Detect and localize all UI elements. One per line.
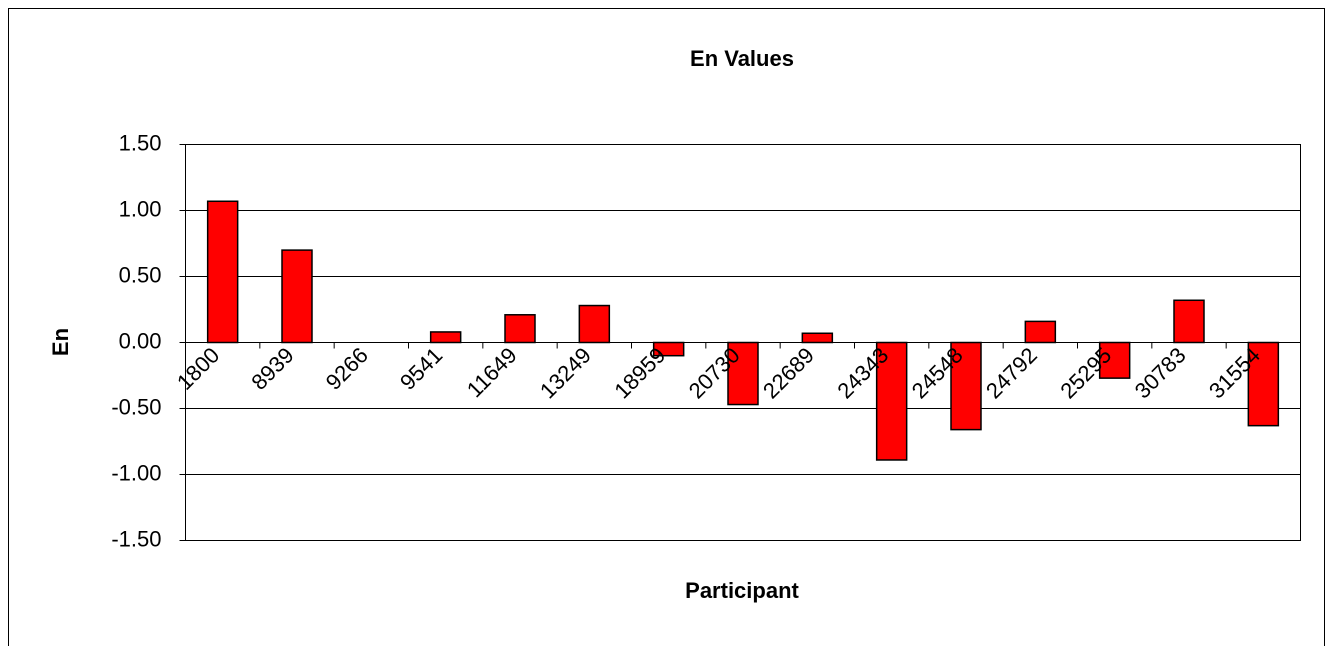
y-tick-label: -1.50 xyxy=(111,526,161,551)
bar xyxy=(578,304,611,344)
y-tick-label: 0.00 xyxy=(119,328,162,353)
y-tick-label: 1.00 xyxy=(119,196,162,221)
bar xyxy=(1173,299,1205,344)
y-tick-label: -0.50 xyxy=(111,394,161,419)
bar xyxy=(1024,320,1057,344)
bar xyxy=(950,341,982,431)
bar xyxy=(206,200,239,344)
bar xyxy=(281,249,313,344)
y-tick-label: 0.50 xyxy=(119,262,162,287)
y-tick-label: 1.50 xyxy=(119,130,162,155)
x-axis-label: Participant xyxy=(685,578,799,603)
bar xyxy=(1247,341,1280,427)
bar xyxy=(652,341,685,357)
chart-border xyxy=(8,8,1325,651)
y-tick-label: -1.00 xyxy=(111,460,161,485)
bar xyxy=(429,331,462,344)
bar xyxy=(801,332,834,344)
bar xyxy=(1098,341,1131,379)
chart-title: En Values xyxy=(690,46,794,71)
bar xyxy=(875,341,908,461)
bar xyxy=(727,341,759,406)
bar xyxy=(504,314,536,344)
y-axis-label: En xyxy=(48,328,73,356)
